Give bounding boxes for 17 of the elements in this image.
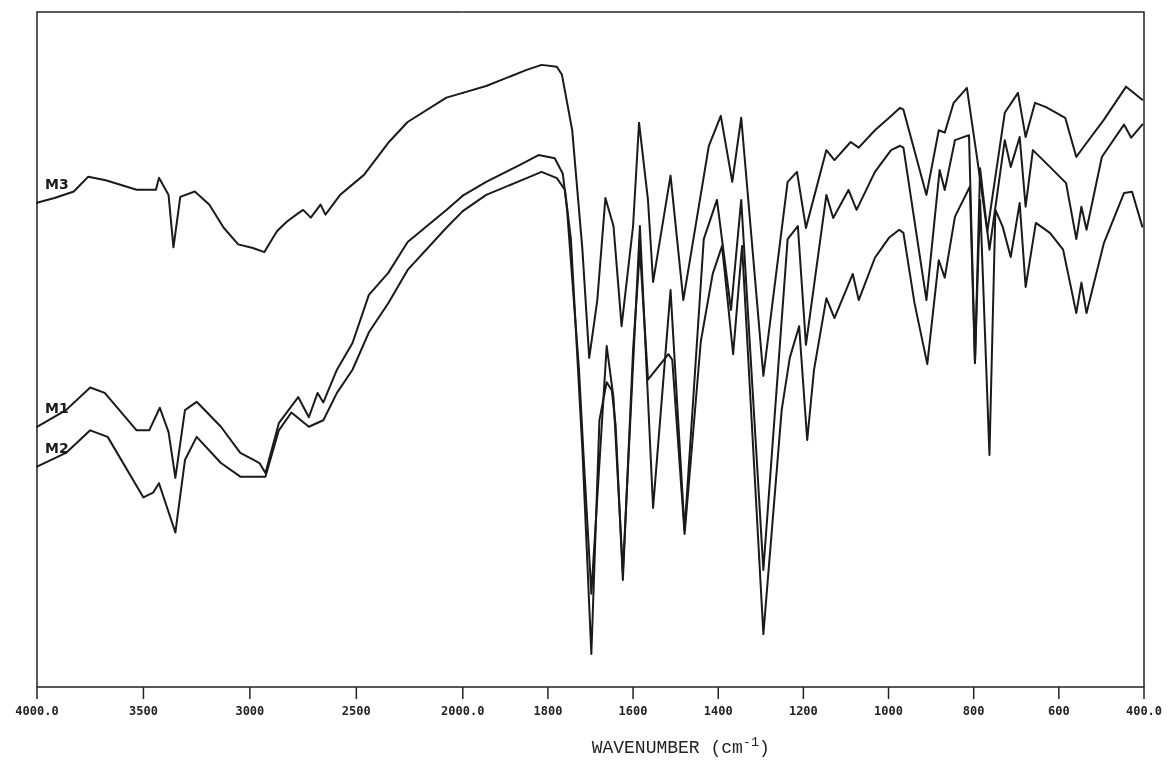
series-label: M1 bbox=[45, 399, 69, 416]
x-tick-label: 1800 bbox=[533, 704, 563, 718]
x-tick-label: 400.0 bbox=[1125, 704, 1163, 718]
x-tick-label: 1000 bbox=[874, 704, 903, 718]
x-axis-title: WAVENUMBER (cm$^{-1}$) bbox=[591, 734, 770, 758]
x-tick-label: 4000.0 bbox=[15, 704, 59, 718]
series-label: M3 bbox=[45, 175, 69, 192]
x-tick-label: 1600 bbox=[618, 704, 648, 718]
x-tick-label: 1400 bbox=[703, 704, 733, 718]
x-tick-label: 3000 bbox=[235, 704, 265, 718]
x-tick-label: 600 bbox=[1048, 704, 1070, 718]
x-tick-label: 2000.0 bbox=[441, 704, 485, 718]
x-tick-label: 2500 bbox=[341, 704, 371, 718]
series-label: M2 bbox=[45, 439, 69, 456]
x-tick-label: 1200 bbox=[788, 704, 818, 718]
x-tick-label: 3500 bbox=[128, 704, 158, 718]
x-tick-label: 800 bbox=[962, 704, 985, 718]
